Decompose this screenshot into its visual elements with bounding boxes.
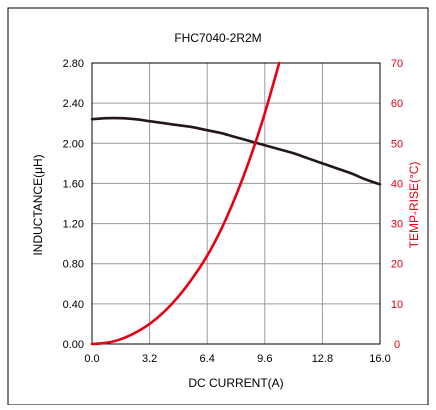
y-tick-label: 0.40 <box>63 299 84 311</box>
y2-tick-label: 0 <box>394 339 400 351</box>
y-tick-label: 2.40 <box>63 98 84 110</box>
plot-area <box>91 62 381 345</box>
chart-border <box>7 7 429 406</box>
y-tick-label: 2.80 <box>63 58 84 70</box>
y2-tick-label: 20 <box>391 259 403 271</box>
y2-axis-label: TEMP-RISE(°C) <box>407 162 421 249</box>
inductance-line <box>90 116 382 186</box>
y-axis-label: INDUCTANCE(μH) <box>31 154 45 255</box>
series-group <box>90 61 382 346</box>
chart-title: FHC7040-2R2M <box>174 31 261 45</box>
y-tick-label: 2.00 <box>63 138 84 150</box>
y-tick-label: 1.20 <box>63 219 84 231</box>
x-tick-label: 16.0 <box>369 353 390 365</box>
x-tick-label: 12.8 <box>312 353 333 365</box>
x-tick-label: 0.0 <box>84 353 99 365</box>
y2-tick-label: 40 <box>391 178 403 190</box>
y2-tick-label: 60 <box>391 98 403 110</box>
x-tick-label: 6.4 <box>200 353 215 365</box>
x-tick-label: 3.2 <box>142 353 157 365</box>
x-axis-label: DC CURRENT(A) <box>188 376 283 390</box>
temp-rise-line <box>90 61 281 346</box>
y-tick-label: 0.00 <box>63 339 84 351</box>
y-tick-label: 1.60 <box>63 178 84 190</box>
y2-tick-label: 10 <box>391 299 403 311</box>
y2-tick-label: 30 <box>391 219 403 231</box>
x-tick-label: 9.6 <box>257 353 272 365</box>
y-tick-label: 0.80 <box>63 259 84 271</box>
y2-tick-label: 50 <box>391 138 403 150</box>
y2-tick-label: 70 <box>391 58 403 70</box>
tick-labels: 0.0 3.2 6.4 9.6 12.8 16.0 0.00 0.40 0.80 1.20 1.60… <box>63 58 404 365</box>
